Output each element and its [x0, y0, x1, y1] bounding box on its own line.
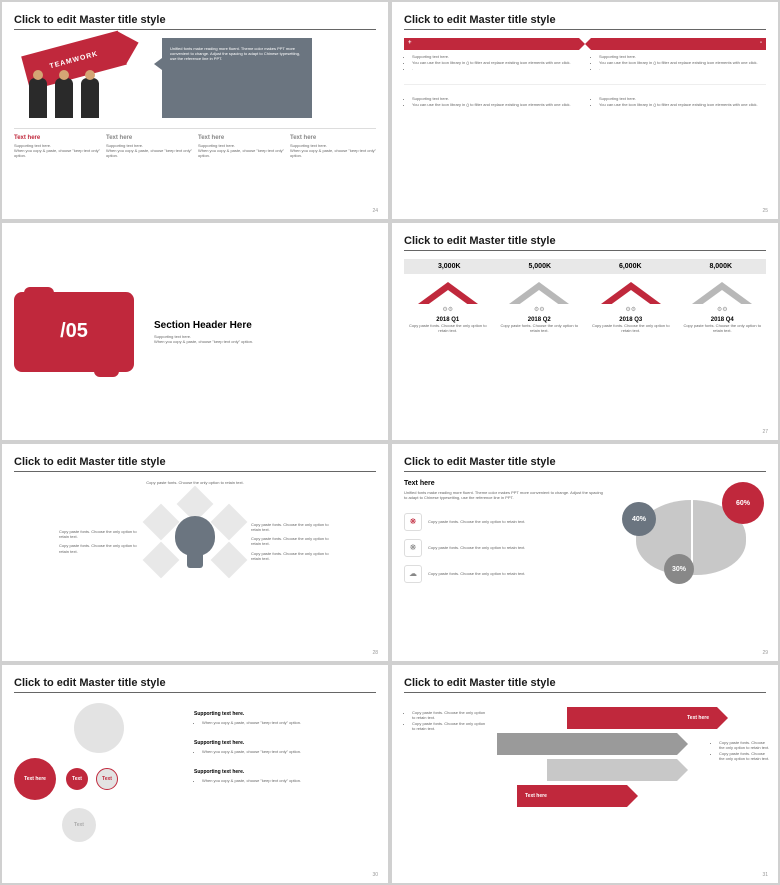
band-2 [497, 733, 677, 755]
bulb-diagram [145, 491, 245, 591]
slide-7: Click to edit Master title style Text he… [2, 665, 388, 882]
slide-3: /05 Section Header Here Supporting text … [2, 223, 388, 440]
slide-8: Click to edit Master title style Copy pa… [392, 665, 778, 882]
brain-diagram: 40% 60% 30% [616, 480, 766, 590]
cloud-icon: ☁ [404, 565, 422, 583]
arrow-left: - [591, 38, 766, 50]
house-q3: ⚙⚙2018 Q3Copy paste fonts. Choose the on… [587, 282, 675, 333]
page-number: 30 [372, 872, 378, 878]
circle-small-3: Text [62, 808, 96, 842]
tree-icon: ❋ [404, 539, 422, 557]
page-number: 28 [372, 650, 378, 656]
text-column: Text here Unified fonts make reading mor… [404, 480, 604, 590]
bubble-60: 60% [722, 482, 764, 524]
section-number-splash: /05 [14, 292, 134, 372]
house-q2: ⚙⚙2018 Q2Copy paste fonts. Choose the on… [496, 282, 584, 333]
slide-title: Click to edit Master title style [14, 456, 376, 472]
slide-6: Click to edit Master title style Text he… [392, 444, 778, 661]
left-items: Copy paste fonts. Choose the only option… [59, 529, 139, 554]
band-4: Text here [517, 785, 627, 807]
slide-5: Click to edit Master title style Copy pa… [2, 444, 388, 661]
slide-title: Click to edit Master title style [404, 456, 766, 472]
right-text: Copy paste fonts. Choose the only option… [711, 737, 771, 762]
section-text: Section Header Here Supporting text here… [154, 320, 253, 344]
slide-1: Click to edit Master title style TEAMWOR… [2, 2, 388, 219]
text-items: Supporting text here.When you copy & pas… [194, 703, 376, 784]
circle-large [74, 703, 124, 753]
circle-small-1: Text [66, 768, 88, 790]
house-q4: ⚙⚙2018 Q4Copy paste fonts. Choose the on… [679, 282, 767, 333]
band-3 [547, 759, 677, 781]
left-col: + Supporting text here.You can use the i… [404, 38, 579, 72]
lightbulb-icon [175, 516, 215, 556]
right-col: - Supporting text here.You can use the i… [591, 38, 766, 72]
page-number: 24 [372, 208, 378, 214]
col-3: Text hereSupporting text here.When you c… [198, 135, 284, 159]
right-items: Copy paste fonts. Choose the only option… [251, 522, 331, 561]
circle-small-2: Text [96, 768, 118, 790]
slide-title: Click to edit Master title style [14, 14, 376, 30]
page-number: 31 [762, 872, 768, 878]
arrow-bands: Text here Text here Copy paste fonts. Ch… [497, 707, 766, 817]
col-1: Text hereSupporting text here.When you c… [14, 135, 100, 159]
slide-4: Click to edit Master title style 3,000K5… [392, 223, 778, 440]
speech-bubble: Unified fonts make reading more fluent. … [162, 38, 312, 118]
teamwork-graphic: TEAMWORK [14, 38, 154, 118]
slide-title: Click to edit Master title style [404, 235, 766, 251]
value-row: 3,000K5,000K6,000K8,000K [404, 259, 766, 274]
col-2: Text hereSupporting text here.When you c… [106, 135, 192, 159]
page-number: 25 [762, 208, 768, 214]
circle-diagram: Text here Text Text Text [14, 703, 184, 843]
col-4: Text hereSupporting text here.When you c… [290, 135, 376, 159]
page-number: 27 [762, 429, 768, 435]
house-q1: ⚙⚙2018 Q1Copy paste fonts. Choose the on… [404, 282, 492, 333]
slide-title: Click to edit Master title style [14, 677, 376, 693]
circle-main: Text here [14, 758, 56, 800]
tree-icon: ❋ [404, 513, 422, 531]
slide-2: Click to edit Master title style + Suppo… [392, 2, 778, 219]
arrow-right: + [404, 38, 579, 50]
bubble-30: 30% [664, 554, 694, 584]
page-number: 29 [762, 650, 768, 656]
slide-title: Click to edit Master title style [404, 14, 766, 30]
slide-title: Click to edit Master title style [404, 677, 766, 693]
bubble-40: 40% [622, 502, 656, 536]
band-1: Text here [567, 707, 717, 729]
left-text: Copy paste fonts. Choose the only option… [404, 707, 489, 817]
